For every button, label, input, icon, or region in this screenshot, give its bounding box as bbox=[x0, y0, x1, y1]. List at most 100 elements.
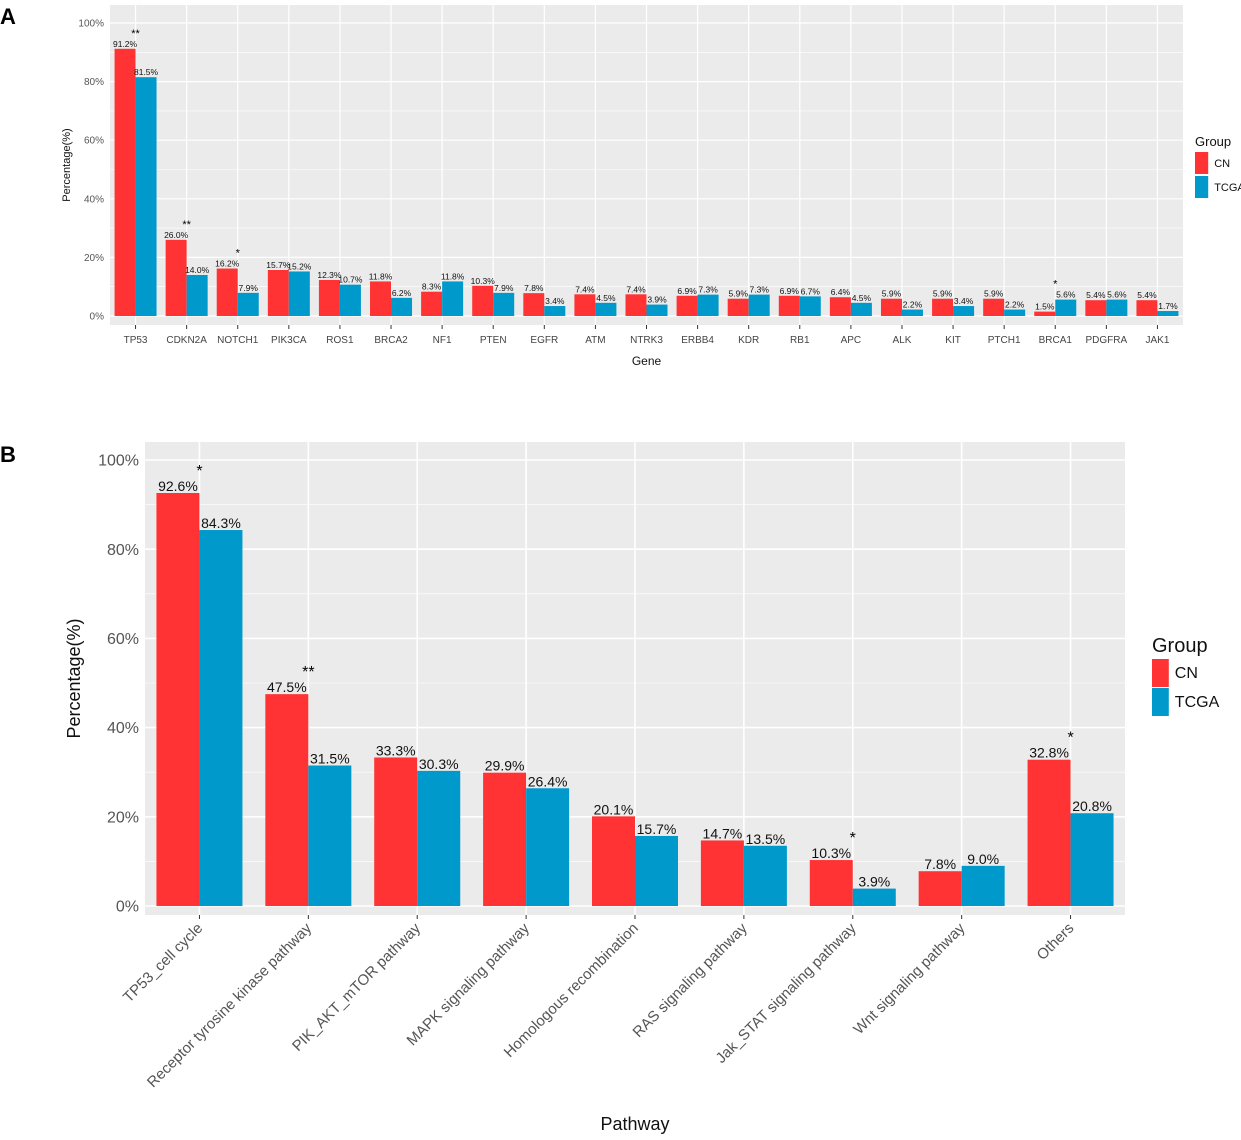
bar-value-label: 7.4% bbox=[626, 284, 646, 294]
bar-value-label: 7.3% bbox=[698, 285, 718, 295]
bar-tcga bbox=[417, 770, 461, 906]
bar-value-label: 3.4% bbox=[954, 296, 974, 306]
bar-cn bbox=[880, 298, 902, 316]
bar-value-label: 5.9% bbox=[882, 289, 902, 299]
bar-value-label: 1.7% bbox=[1158, 301, 1178, 311]
x-tick-label: MAPK signaling pathway bbox=[404, 919, 534, 1049]
x-tick-label: EGFR bbox=[530, 335, 558, 346]
bar-cn bbox=[421, 291, 443, 316]
bar-value-label: 9.0% bbox=[967, 851, 999, 867]
panel-label: B bbox=[0, 442, 16, 467]
x-tick-label: KDR bbox=[738, 335, 759, 346]
bar-value-label: 7.8% bbox=[924, 856, 956, 872]
bar-value-label: 10.3% bbox=[811, 845, 851, 861]
x-tick-label: PIK_AKT_mTOR pathway bbox=[289, 919, 424, 1054]
y-tick-label: 40% bbox=[107, 720, 139, 737]
x-tick-label: ERBB4 bbox=[681, 335, 714, 346]
y-tick-label: 0% bbox=[116, 899, 139, 916]
bar-value-label: 81.5% bbox=[134, 67, 159, 77]
bar-value-label: 91.2% bbox=[113, 39, 138, 49]
bar-value-label: 5.9% bbox=[984, 289, 1004, 299]
bar-value-label: 31.5% bbox=[310, 751, 350, 767]
bar-value-label: 13.5% bbox=[746, 831, 786, 847]
x-tick-label: NF1 bbox=[433, 335, 452, 346]
bar-value-label: 6.9% bbox=[677, 286, 697, 296]
significance-marker: * bbox=[196, 463, 202, 480]
bar-tcga bbox=[635, 835, 678, 906]
bar-tcga bbox=[1157, 311, 1179, 316]
legend-label: CN bbox=[1175, 665, 1198, 682]
bar-tcga bbox=[1055, 299, 1077, 316]
legend-title: Group bbox=[1152, 635, 1208, 657]
x-tick-label: ATM bbox=[585, 335, 605, 346]
bar-cn bbox=[574, 294, 596, 316]
bar-cn bbox=[1085, 300, 1107, 316]
chart-panel-b: B 0% 20% 40% 60% 80% 100% 92.6% 84.3% * TP53_cell … bbox=[0, 442, 1220, 1134]
x-tick-label: Others bbox=[1034, 920, 1078, 964]
bar-tcga bbox=[442, 281, 464, 316]
bar-cn bbox=[1034, 311, 1056, 316]
bar-value-label: 5.4% bbox=[1086, 290, 1106, 300]
bar-tcga bbox=[288, 271, 310, 316]
bar-cn bbox=[592, 816, 635, 906]
bar-value-label: 7.8% bbox=[524, 283, 544, 293]
legend-label: TCGA bbox=[1214, 182, 1241, 194]
bar-value-label: 6.9% bbox=[780, 286, 800, 296]
x-tick-label: CDKN2A bbox=[166, 335, 207, 346]
x-tick-label: PIK3CA bbox=[271, 335, 307, 346]
significance-marker: * bbox=[1053, 279, 1058, 291]
y-axis-title: Percentage(%) bbox=[61, 128, 73, 201]
x-tick-label: RB1 bbox=[790, 335, 810, 346]
bar-tcga bbox=[544, 306, 566, 316]
bar-value-label: 3.9% bbox=[647, 295, 667, 305]
bar-cn bbox=[318, 279, 340, 316]
x-tick-label: NOTCH1 bbox=[217, 335, 259, 346]
chart-panel-a: A0%20%40%60%80%100%91.2%81.5%**TP5326.0%… bbox=[0, 4, 1241, 368]
significance-marker: * bbox=[850, 830, 856, 847]
bar-cn bbox=[265, 694, 309, 906]
bar-value-label: 7.4% bbox=[575, 284, 595, 294]
bar-tcga bbox=[901, 309, 923, 316]
y-tick-label: 20% bbox=[107, 809, 139, 826]
bar-value-label: 11.8% bbox=[441, 271, 465, 281]
x-tick-label: PDGFRA bbox=[1086, 335, 1128, 346]
bar-tcga bbox=[199, 530, 243, 906]
bar-tcga bbox=[799, 296, 821, 316]
bar-cn bbox=[829, 297, 851, 316]
bar-value-label: 47.5% bbox=[267, 679, 307, 695]
bar-value-label: 7.3% bbox=[750, 285, 770, 295]
x-tick-label: BRCA1 bbox=[1039, 335, 1073, 346]
bar-value-label: 3.4% bbox=[545, 296, 565, 306]
significance-marker: ** bbox=[302, 664, 314, 681]
significance-marker: ** bbox=[182, 219, 191, 231]
bar-value-label: 5.4% bbox=[1137, 290, 1157, 300]
bar-value-label: 32.8% bbox=[1029, 745, 1069, 761]
bar-value-label: 10.3% bbox=[471, 276, 496, 286]
x-tick-label: KIT bbox=[945, 335, 961, 346]
bar-tcga bbox=[186, 274, 208, 316]
y-axis-title: Percentage(%) bbox=[64, 618, 84, 738]
bar-value-label: 7.9% bbox=[239, 283, 259, 293]
bar-value-label: 5.6% bbox=[1107, 290, 1127, 300]
bar-value-label: 26.4% bbox=[528, 773, 568, 789]
bar-tcga bbox=[595, 302, 617, 316]
x-tick-label: PTEN bbox=[480, 335, 507, 346]
bar-cn bbox=[374, 757, 418, 906]
bar-value-label: 5.9% bbox=[729, 289, 749, 299]
bar-tcga bbox=[646, 304, 668, 316]
bar-tcga bbox=[526, 788, 570, 906]
y-tick-label: 60% bbox=[84, 136, 104, 147]
bar-cn bbox=[114, 48, 136, 317]
bar-tcga bbox=[1004, 309, 1026, 316]
y-tick-label: 40% bbox=[84, 194, 104, 205]
x-tick-label: JAK1 bbox=[1145, 335, 1169, 346]
bar-tcga bbox=[748, 294, 770, 316]
bar-tcga bbox=[697, 294, 719, 316]
bar-tcga bbox=[391, 297, 413, 316]
bar-value-label: 8.3% bbox=[422, 282, 442, 292]
y-tick-label: 0% bbox=[90, 312, 105, 323]
bar-value-label: 20.8% bbox=[1072, 798, 1112, 814]
y-tick-label: 100% bbox=[78, 19, 104, 30]
y-tick-label: 100% bbox=[98, 453, 139, 470]
